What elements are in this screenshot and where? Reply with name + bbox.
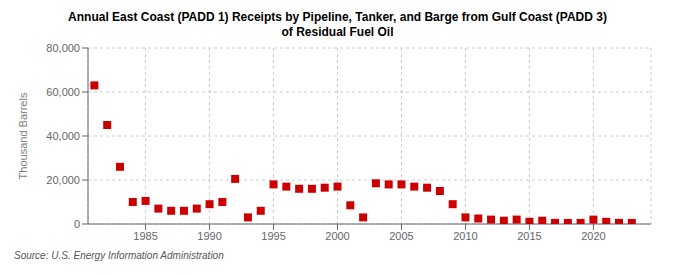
svg-text:Thousand Barrels: Thousand Barrels xyxy=(17,92,29,179)
svg-text:2000: 2000 xyxy=(325,230,349,242)
svg-text:2005: 2005 xyxy=(389,230,413,242)
html-text:Annual East Coast (PADD 1) Rec: Annual East Coast (PADD 1) Receipts by P… xyxy=(68,10,607,24)
svg-text:1995: 1995 xyxy=(261,230,285,242)
svg-text:2010: 2010 xyxy=(453,230,477,242)
svg-text:40,000: 40,000 xyxy=(46,130,80,142)
svg-text:2020: 2020 xyxy=(581,230,605,242)
svg-text:60,000: 60,000 xyxy=(46,86,80,98)
svg-text:80,000: 80,000 xyxy=(46,42,80,54)
svg-text:0: 0 xyxy=(74,218,80,230)
svg-text:1990: 1990 xyxy=(197,230,221,242)
html-text:Source: U.S. Energy Informatio: Source: U.S. Energy Information Administ… xyxy=(14,250,224,261)
svg-text:2015: 2015 xyxy=(517,230,541,242)
html-text:of Residual Fuel Oil: of Residual Fuel Oil xyxy=(281,25,394,39)
svg-text:20,000: 20,000 xyxy=(46,174,80,186)
svg-text:1985: 1985 xyxy=(133,230,157,242)
